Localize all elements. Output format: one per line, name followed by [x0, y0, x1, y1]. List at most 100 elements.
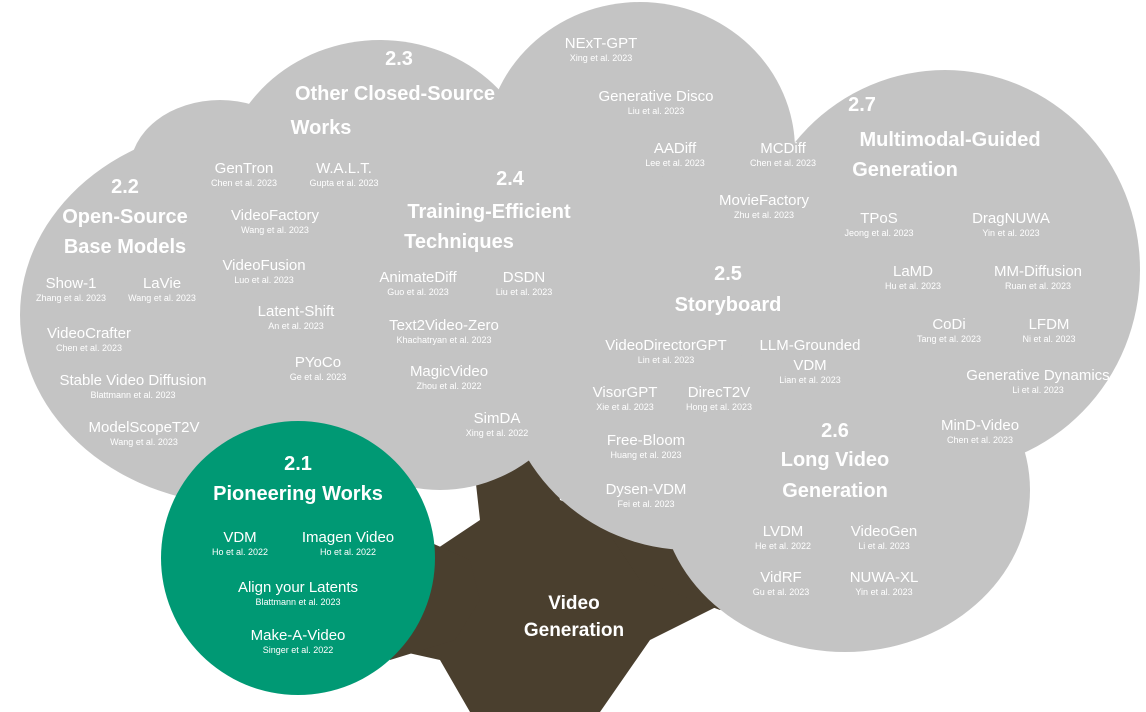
- work-authors: Blattmann et al. 2023: [255, 597, 340, 607]
- section-2-7-heading: 2.7 Multimodal-Guided Generation: [848, 94, 1040, 181]
- work-authors: Jeong et al. 2023: [844, 228, 913, 238]
- section-2-1-heading: 2.1 Pioneering Works: [213, 453, 383, 505]
- section-title: Open-Source: [62, 206, 188, 228]
- work-name: MinD-Video: [941, 417, 1019, 434]
- section-title: Storyboard: [675, 294, 782, 316]
- work-authors: Chen et al. 2023: [750, 158, 816, 168]
- work-authors: He et al. 2022: [755, 541, 811, 551]
- cloud-fill-a: [430, 130, 690, 370]
- work-authors: Fei et al. 2023: [617, 499, 674, 509]
- work-name: Align your Latents: [238, 579, 358, 596]
- work-authors: Zhou et al. 2022: [416, 381, 481, 391]
- work-authors: Xing et al. 2023: [570, 53, 633, 63]
- work-name: LFDM: [1029, 316, 1070, 333]
- work-authors: Zhu et al. 2023: [734, 210, 794, 220]
- work-authors: Wang et al. 2023: [110, 437, 178, 447]
- work-name: Imagen Video: [302, 529, 394, 546]
- section-title: Techniques: [404, 231, 514, 253]
- section-title: Long Video: [781, 449, 890, 471]
- work-name: GenTron: [215, 160, 274, 177]
- work-authors: Wang et al. 2023: [128, 293, 196, 303]
- work-authors: An et al. 2023: [268, 321, 324, 331]
- work-authors: Ni et al. 2023: [1022, 334, 1075, 344]
- work-name: Text2Video-Zero: [389, 317, 499, 334]
- work-name: LVDM: [763, 523, 804, 540]
- work-authors: Lian et al. 2023: [779, 375, 841, 385]
- work-name: NExT-GPT: [565, 35, 638, 52]
- work-name: Show-1: [46, 275, 97, 292]
- work-authors: Huang et al. 2023: [610, 450, 681, 460]
- section-2-3-heading: 2.3 Other Closed-Source Works: [291, 48, 495, 139]
- pioneering-works-circle: [161, 421, 435, 695]
- work-authors: Luo et al. 2023: [234, 275, 294, 285]
- work-name: VideoCrafter: [47, 325, 131, 342]
- work-name: MM-Diffusion: [994, 263, 1082, 280]
- work-name: DirecT2V: [688, 384, 751, 401]
- work-name: VideoGen: [851, 523, 917, 540]
- section-title: Base Models: [64, 236, 186, 258]
- cloud-fill-b: [130, 100, 310, 240]
- work-name: LLM-Grounded: [760, 337, 861, 354]
- work-authors: Blattmann et al. 2023: [90, 390, 175, 400]
- work-name: Latent-Shift: [258, 303, 336, 320]
- section-title: Multimodal-Guided: [859, 129, 1040, 151]
- work-item: W.A.L.T.Gupta et al. 2023: [309, 160, 378, 188]
- work-authors: Li et al. 2023: [1012, 385, 1064, 395]
- work-name: Generative Disco: [598, 88, 713, 105]
- work-authors: Zhang et al. 2023: [36, 293, 106, 303]
- work-name: DSDN: [503, 269, 546, 286]
- work-name: SimDA: [474, 410, 521, 427]
- work-authors: Yin et al. 2023: [982, 228, 1039, 238]
- work-authors: Lin et al. 2023: [638, 355, 695, 365]
- work-authors: Gu et al. 2023: [753, 587, 810, 597]
- section-2-6-heading: 2.6 Long Video Generation: [781, 420, 890, 502]
- work-name: NUWA-XL: [850, 569, 919, 586]
- section-2-5-heading: 2.5 Storyboard: [675, 263, 782, 316]
- work-name: VisorGPT: [593, 384, 658, 401]
- section-number: 2.1: [284, 453, 312, 475]
- work-name: TPoS: [860, 210, 898, 227]
- section-2-4-heading: 2.4 Training-Efficient Techniques: [404, 168, 571, 253]
- work-name: VidRF: [760, 569, 801, 586]
- work-authors: Ruan et al. 2023: [1005, 281, 1071, 291]
- work-authors: Ho et al. 2022: [320, 547, 376, 557]
- work-name: Generative Dynamics: [966, 367, 1109, 384]
- section-title: Pioneering Works: [213, 483, 383, 505]
- work-authors: Yin et al. 2023: [855, 587, 912, 597]
- work-name: Dysen-VDM: [606, 481, 687, 498]
- work-name: W.A.L.T.: [316, 160, 372, 177]
- work-authors: Gupta et al. 2023: [309, 178, 378, 188]
- section-number: 2.7: [848, 94, 876, 116]
- section-title: Training-Efficient: [407, 201, 571, 223]
